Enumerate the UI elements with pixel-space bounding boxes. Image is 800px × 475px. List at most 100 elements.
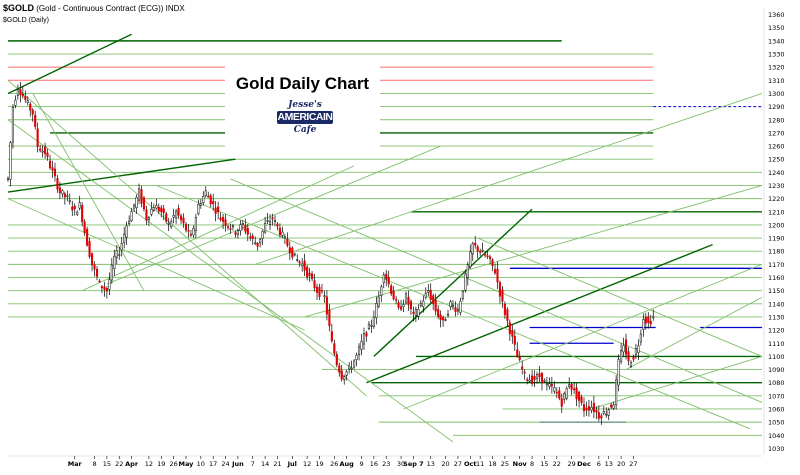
candle-body (535, 374, 539, 379)
candle-body (26, 100, 29, 103)
candle-body (553, 387, 556, 392)
candle-body (246, 228, 249, 235)
trendline-14 (625, 296, 763, 370)
candle-body (446, 313, 450, 316)
candle-body (34, 114, 37, 127)
trendline-4 (7, 79, 367, 397)
candle-body (639, 333, 642, 343)
candle-body (578, 391, 581, 401)
candle-body (365, 332, 368, 337)
candle-body (629, 362, 633, 367)
trendline-8 (81, 165, 355, 292)
x-tick-label: 19 (315, 460, 323, 468)
y-tick-label: 1150 (768, 287, 785, 295)
candle-body (409, 301, 413, 310)
y-tick-label: 1210 (768, 208, 785, 216)
candle-body (128, 220, 131, 224)
candle-body (266, 220, 269, 222)
candle-body (236, 230, 239, 235)
x-tick-label: 22 (553, 460, 561, 468)
candle-body (481, 249, 484, 252)
candle-body (179, 215, 183, 221)
candle-body (105, 287, 108, 292)
candle-body (86, 228, 89, 246)
candle-body (135, 197, 138, 208)
candle-body (459, 301, 462, 313)
y-tick-label: 1340 (768, 37, 785, 45)
x-tick-label: 11 (476, 460, 484, 468)
candle-body (73, 205, 76, 210)
y-tick-label: 1320 (768, 64, 785, 72)
x-tick-label: Apr (125, 460, 139, 468)
candle-body (16, 89, 19, 96)
x-tick-label: 8 (92, 460, 96, 468)
x-tick-label: 6 (597, 460, 601, 468)
x-tick-label: 27 (454, 460, 462, 468)
trendline-0 (7, 33, 132, 95)
candle-body (503, 303, 506, 315)
candle-body (41, 150, 44, 153)
candle-body (360, 341, 363, 350)
candle-body (115, 250, 118, 258)
candle-body (489, 256, 492, 259)
x-tick-label: 16 (370, 460, 378, 468)
candle-body (11, 107, 14, 143)
y-tick-label: 1110 (768, 340, 785, 348)
candle-body (313, 280, 316, 289)
candle-body (543, 379, 546, 382)
x-tick-label: Nov (513, 460, 528, 468)
candle-body (254, 242, 257, 245)
x-tick-label: 21 (273, 460, 281, 468)
candle-body (31, 109, 34, 115)
candle-body (439, 314, 442, 321)
candle-body (29, 103, 32, 111)
candle-body (9, 142, 12, 180)
candle-body (182, 217, 185, 224)
y-tick-label: 1050 (768, 419, 785, 427)
candle-body (303, 260, 306, 271)
candle-body (491, 259, 494, 267)
candle-body (21, 94, 24, 97)
y-tick-label: 1040 (768, 432, 785, 440)
x-axis: Mar 8 15 22 Apr 12 19 26 May 10 17 24 Jun 7 14 21 Jul 12 1… (8, 455, 762, 468)
candle-body (432, 295, 435, 304)
candle-body (123, 233, 126, 243)
candle-body (53, 168, 57, 177)
trendline-1 (7, 158, 236, 193)
y-tick-label: 1160 (768, 274, 785, 282)
y-tick-label: 1230 (768, 182, 785, 190)
y-tick-label: 1200 (768, 221, 785, 229)
y-tick-label: 1030 (768, 445, 785, 453)
candle-body (239, 224, 242, 232)
horizontal-levels (8, 40, 762, 436)
candle-body (259, 239, 262, 244)
title-box: Gold Daily Chart Jesse's AMERICAIN Cafe (225, 62, 380, 154)
candle-body (162, 208, 165, 213)
candle-body (558, 390, 561, 399)
y-tick-label: 1280 (768, 116, 785, 124)
x-tick-label: 12 (303, 460, 311, 468)
y-tick-label: 1170 (768, 261, 785, 269)
candle-body (325, 296, 328, 315)
candle-body (142, 197, 146, 210)
candle-body (36, 128, 39, 148)
candle-body (397, 302, 400, 308)
candle-body (118, 254, 121, 256)
candle-body (498, 282, 502, 297)
candle-body (345, 371, 348, 376)
y-tick-label: 1140 (768, 300, 785, 308)
candle-body (400, 306, 403, 310)
candle-body (612, 404, 615, 409)
candle-body (427, 290, 430, 293)
candle-body (320, 290, 324, 292)
candle-body (301, 263, 304, 267)
candle-body (202, 196, 205, 204)
candle-body (372, 316, 375, 327)
candle-body (58, 187, 61, 194)
candle-body (580, 396, 583, 403)
x-tick-label: 29 (568, 460, 576, 468)
y-tick-label: 1100 (768, 353, 785, 361)
candle-body (306, 266, 309, 278)
candle-body (323, 295, 326, 297)
trendlines (7, 33, 763, 443)
